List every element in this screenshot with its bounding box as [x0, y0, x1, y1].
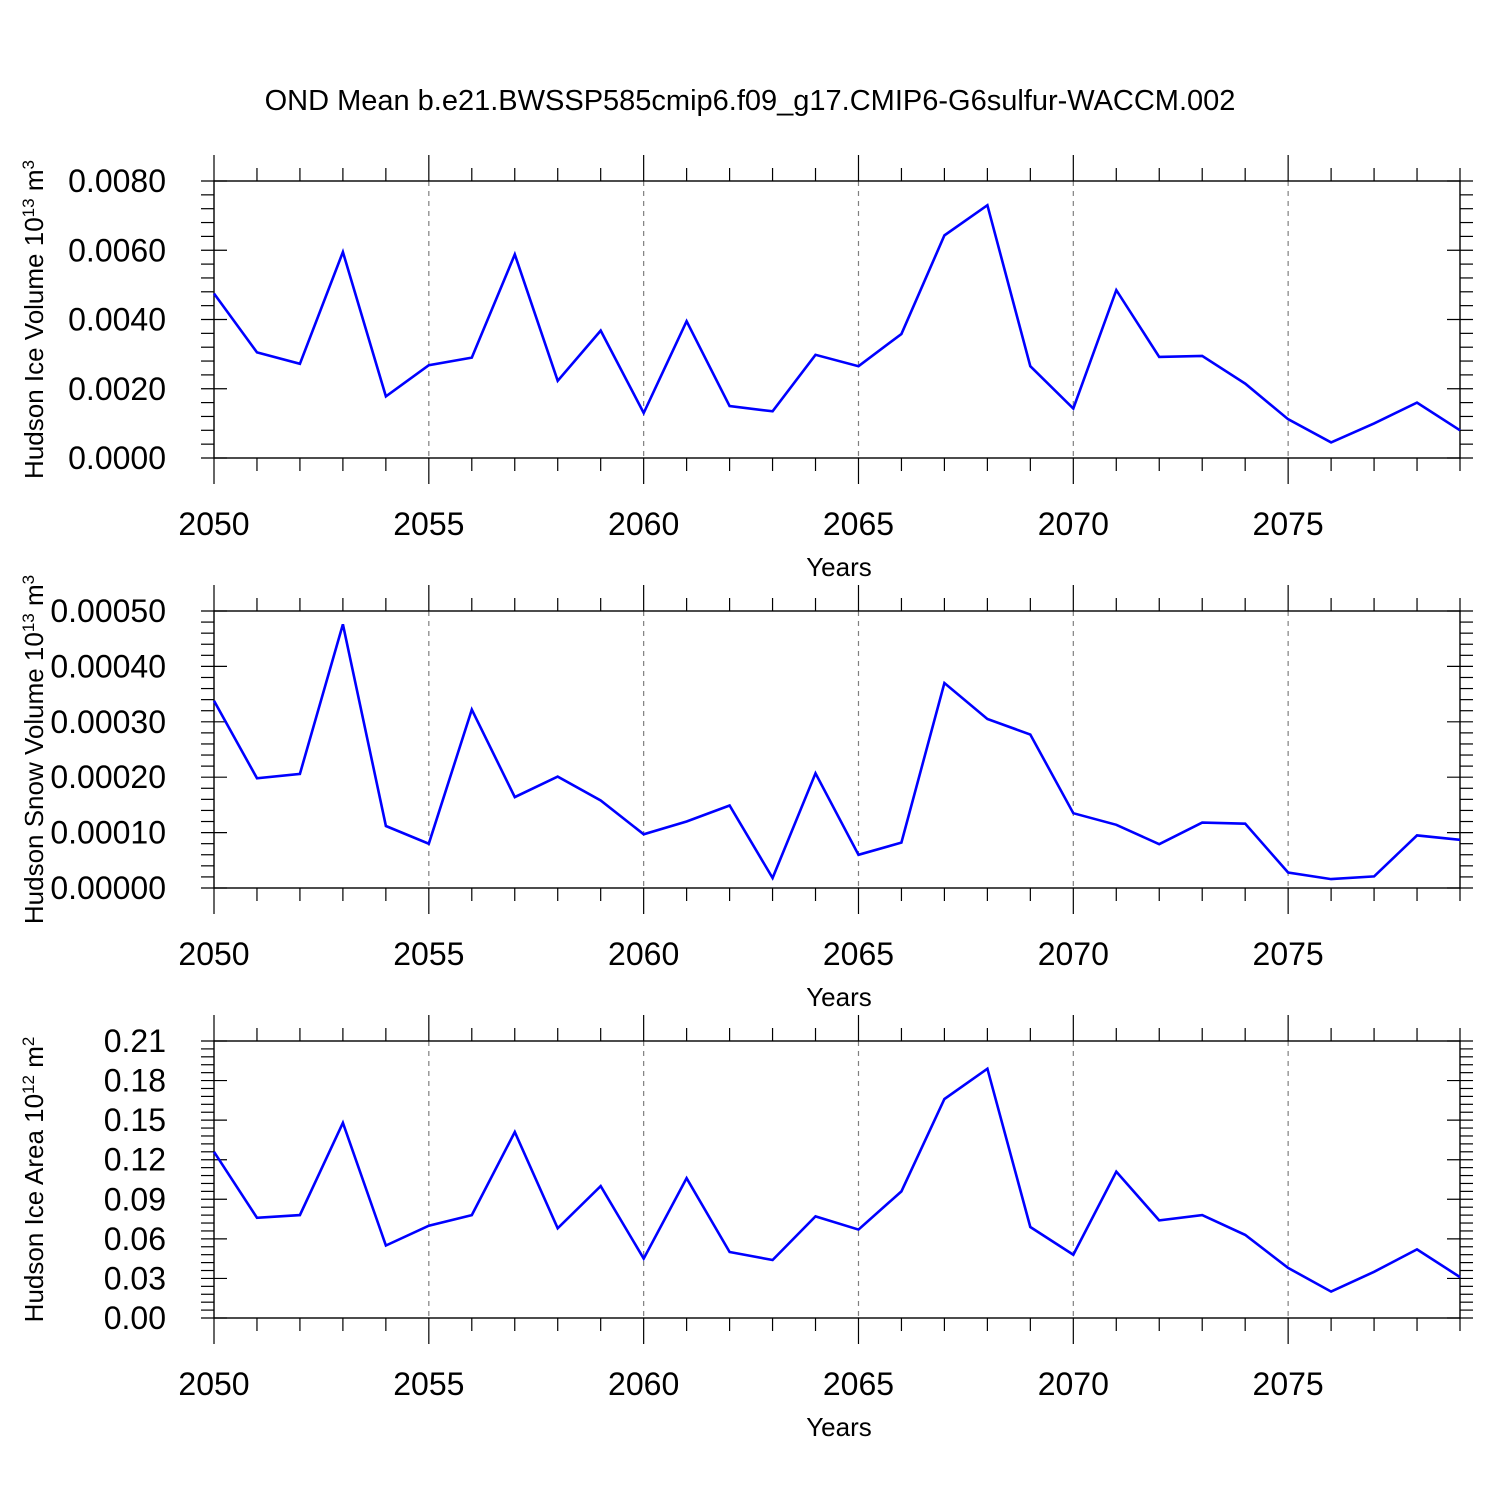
panel-ice-volume: 0.0000 0.0020 0.0040 0.0060 0.0080 2050 2055 20…: [19, 155, 1473, 582]
x-tick-label: 2070: [1038, 1366, 1109, 1402]
y-axis-title: Hudson Snow Volume 1013 m3: [19, 575, 50, 924]
y-tick-label: 0.06: [104, 1221, 166, 1257]
y-axis-title: Hudson Ice Area 1012 m2: [19, 1037, 50, 1323]
x-tick-label: 2065: [823, 1366, 894, 1402]
y-tick-label: 0.12: [104, 1142, 166, 1178]
x-tick-label: 2065: [823, 506, 894, 542]
x-tick-label: 2060: [608, 936, 679, 972]
y-tick-label: 0.00020: [50, 759, 166, 795]
plot-frame: [213, 1040, 1461, 1319]
panel-snow-volume: 0.00000 0.00010 0.00020 0.00030 0.00040 0.000…: [19, 575, 1473, 1012]
y-axis-title-superscript: 3: [19, 575, 38, 584]
x-tick-label: 2075: [1253, 506, 1324, 542]
y-axis-title-superscript: 2: [19, 1037, 38, 1046]
x-axis-title: Years: [806, 552, 872, 582]
x-tick-label: 2065: [823, 936, 894, 972]
y-axis-title-part: Hudson Ice Area 10: [19, 1094, 49, 1322]
y-tick-label: 0.0080: [68, 163, 166, 199]
y-axis-title-part: m: [19, 584, 49, 613]
y-axis-title-superscript: 12: [19, 1075, 38, 1094]
y-tick-label: 0.00000: [50, 870, 166, 906]
x-tick-label: 2055: [393, 506, 464, 542]
y-tick-label: 0.18: [104, 1063, 166, 1099]
x-tick-label: 2075: [1253, 1366, 1324, 1402]
y-tick-label: 0.0060: [68, 232, 166, 268]
y-tick-label: 0.09: [104, 1181, 166, 1217]
x-tick-label: 2070: [1038, 936, 1109, 972]
y-axis-title-part: m: [19, 1046, 49, 1075]
y-tick-label: 0.00010: [50, 815, 166, 851]
x-tick-label: 2050: [178, 936, 249, 972]
y-tick-label: 0.00040: [50, 648, 166, 684]
series-line-snow-volume: [212, 623, 1461, 881]
y-axis-title-superscript: 13: [19, 198, 38, 217]
panel-ice-area: 0.00 0.030.06 0.090.12 0.150.18 0.21 2050 2055…: [19, 1015, 1473, 1442]
y-tick-label: 0.0020: [68, 371, 166, 407]
y-tick-label: 0.03: [104, 1260, 166, 1296]
x-axis-title: Years: [806, 1412, 872, 1442]
y-axis-title: Hudson Ice Volume 1013 m3: [19, 160, 50, 479]
x-tick-label: 2050: [178, 1366, 249, 1402]
series-line-ice-volume: [212, 203, 1461, 444]
x-tick-label: 2075: [1253, 936, 1324, 972]
x-tick-label: 2055: [393, 1366, 464, 1402]
y-axis-title-superscript: 3: [19, 160, 38, 169]
y-tick-label: 0.15: [104, 1102, 166, 1138]
y-tick-label: 0.00050: [50, 593, 166, 629]
series-line-ice-area: [212, 1066, 1461, 1294]
y-axis-title-part: Hudson Ice Volume 10: [19, 217, 49, 479]
x-tick-label: 2070: [1038, 506, 1109, 542]
x-axis-title: Years: [806, 982, 872, 1012]
plot-frame: [213, 610, 1461, 889]
y-axis-title-superscript: 13: [19, 613, 38, 632]
y-tick-label: 0.00030: [50, 704, 166, 740]
y-axis-title-part: m: [19, 170, 49, 199]
x-tick-label: 2060: [608, 506, 679, 542]
y-tick-label: 0.00: [104, 1300, 166, 1336]
chart-title: OND Mean b.e21.BWSSP585cmip6.f09_g17.CMI…: [265, 85, 1236, 117]
x-tick-label: 2060: [608, 1366, 679, 1402]
plot-frame: [213, 180, 1461, 459]
y-axis-title-part: Hudson Snow Volume 10: [19, 632, 49, 924]
y-tick-label: 0.0040: [68, 302, 166, 338]
y-tick-label: 0.21: [104, 1023, 166, 1059]
y-tick-label: 0.0000: [68, 440, 166, 476]
x-tick-label: 2055: [393, 936, 464, 972]
x-tick-label: 2050: [178, 506, 249, 542]
